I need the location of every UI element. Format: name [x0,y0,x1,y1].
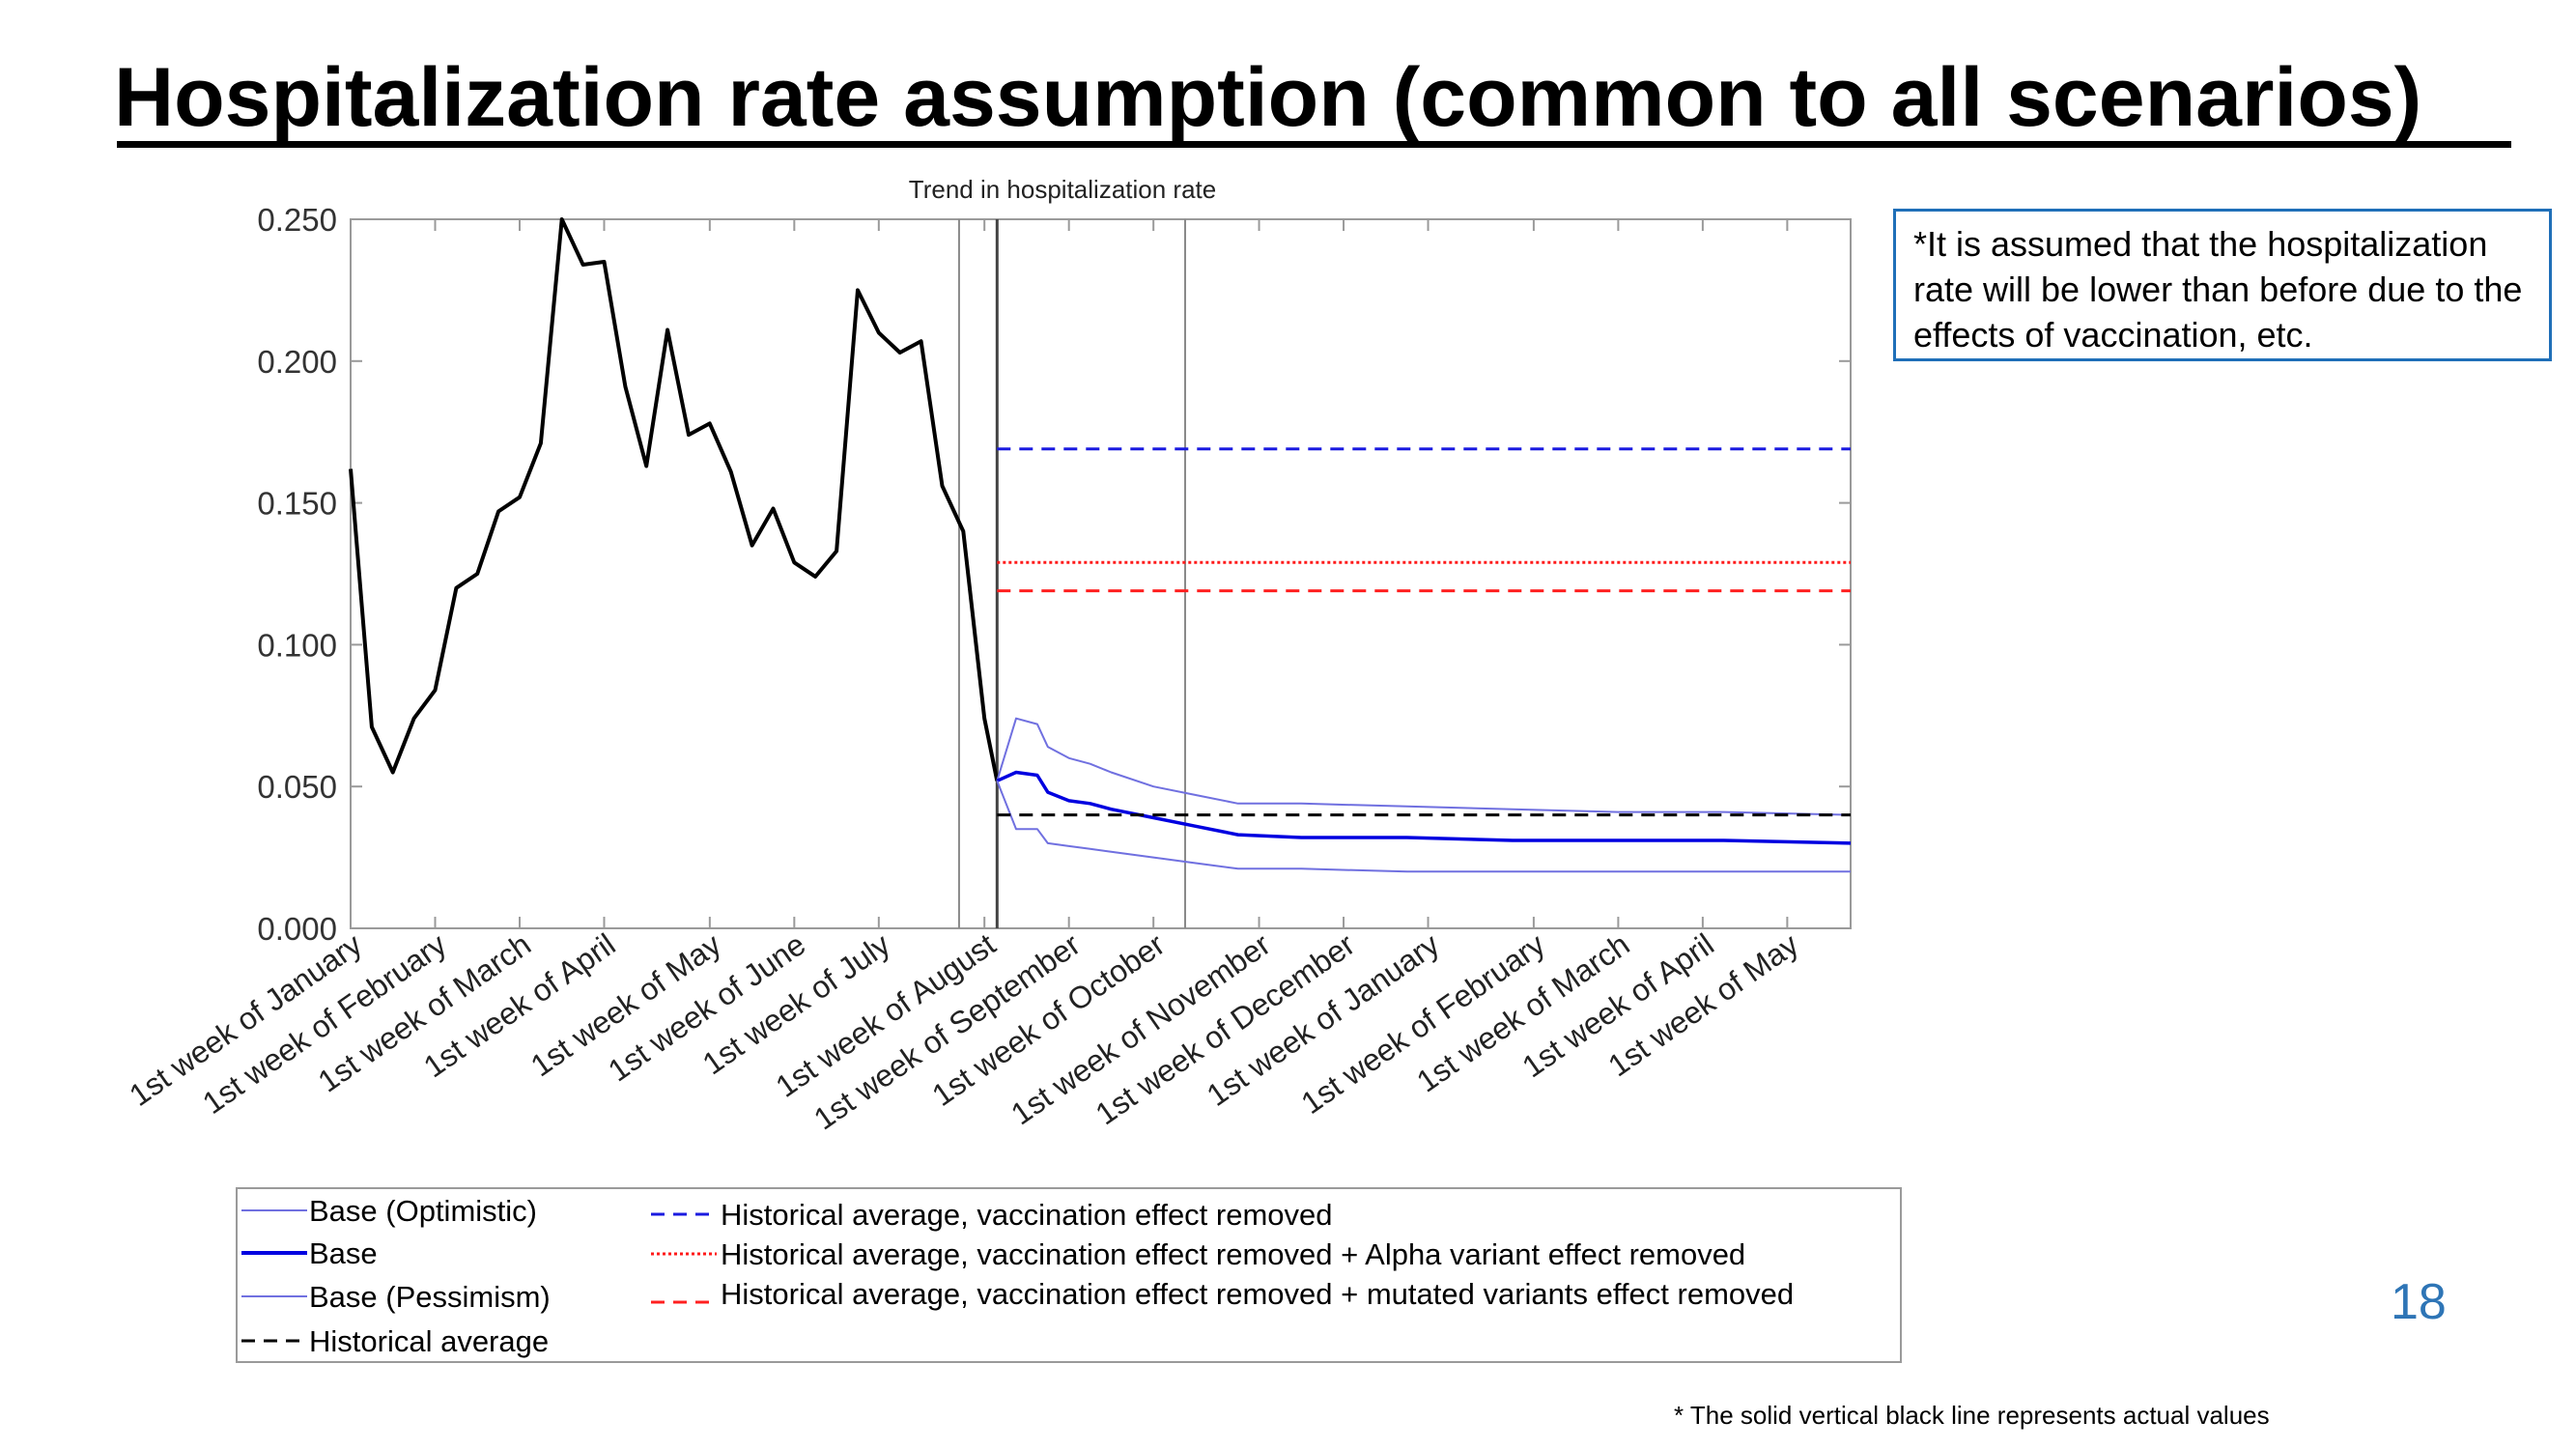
slide-title: Hospitalization rate assumption (common … [114,51,2422,144]
legend-label-base: Base [309,1236,378,1270]
legend-box [236,1187,1902,1363]
vertical-markers [957,219,1186,928]
y-axis: 0.000 0.050 0.100 0.150 0.200 0.250 [257,202,1851,947]
assumption-note: *It is assumed that the hospitalization … [1893,209,2552,361]
series-line-optimistic [996,717,1852,816]
series-line-base [996,770,1852,845]
y-tick-label: 0.200 [257,344,337,380]
series-lines [349,217,1852,873]
page-number: 18 [2391,1274,2447,1330]
y-tick-label: 0.050 [257,769,337,805]
title-underline [117,141,2511,148]
plot-area [350,218,1852,929]
legend-label-mutated-removed: Historical average, vaccination effect r… [721,1277,1794,1311]
legend-label-pessimism: Base (Pessimism) [309,1280,551,1314]
footnote: * The solid vertical black line represen… [1674,1401,2270,1431]
y-tick-label: 0.150 [257,486,337,522]
legend-label-alpha-removed: Historical average, vaccination effect r… [721,1237,1745,1271]
footnote-text: The solid vertical black line represents… [1689,1401,2270,1430]
y-tick-label: 0.100 [257,627,337,663]
legend-label-historical: Historical average [309,1324,549,1358]
y-tick-label: 0.000 [257,911,337,947]
y-tick-label: 0.250 [257,202,337,238]
legend: Base (Optimistic) Base Base (Pessimism) … [236,1187,1902,1363]
chart-title: Trend in hospitalization rate [909,175,1216,204]
legend-label-vacc-removed: Historical average, vaccination effect r… [721,1198,1333,1232]
legend-label-optimistic: Base (Optimistic) [309,1194,537,1228]
series-line-pessimism [996,780,1851,873]
footnote-star: * [1674,1401,1684,1430]
series-line-actual [349,217,1000,781]
